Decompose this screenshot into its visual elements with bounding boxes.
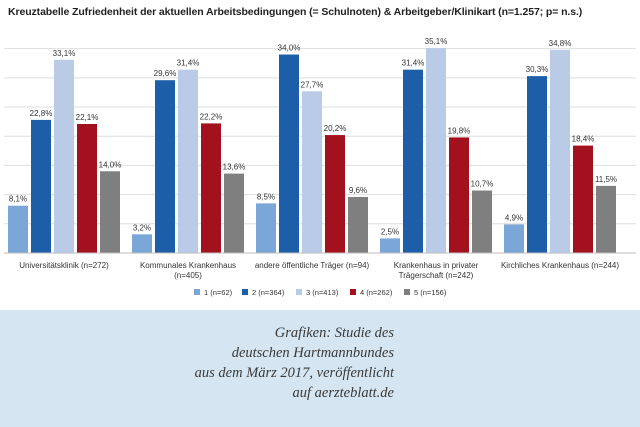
bar [279,54,299,253]
bar [449,137,469,253]
category-label: Kirchliches Krankenhaus (n=244) [501,261,619,270]
legend-swatch [296,289,302,295]
legend-swatch [350,289,356,295]
bar [403,69,423,253]
bar [573,145,593,253]
bar [100,171,120,253]
bar [155,80,175,253]
bar [504,224,524,253]
data-label: 34,0% [278,44,301,53]
data-label: 34,8% [549,39,572,48]
bar [472,190,492,253]
bar [77,123,97,253]
data-label: 31,4% [402,59,425,68]
bar [348,196,368,253]
legend-label: 2 (n=364) [252,288,285,297]
bar [178,69,198,253]
legend-label: 5 (n=156) [414,288,447,297]
data-label: 11,5% [595,175,617,184]
data-label: 8,1% [9,195,27,204]
caption-line: aus dem März 2017, veröffentlicht [194,365,394,381]
data-label: 22,8% [30,109,53,118]
category-label: Trägerschaft (n=242) [399,271,474,280]
data-label: 13,6% [223,163,246,172]
bar [302,91,322,253]
caption: Grafiken: Studie des deutschen Hartmannb… [195,323,394,403]
bar [596,185,616,253]
legend-label: 1 (n=62) [204,288,233,297]
data-label: 18,4% [572,135,595,144]
data-label: 9,6% [349,186,367,195]
data-label: 22,1% [76,113,99,122]
data-label: 3,2% [133,223,151,232]
data-label: 33,1% [53,49,76,58]
data-label: 14,0% [99,160,122,169]
legend-swatch [242,289,248,295]
caption-line: deutschen Hartmannbundes [231,345,394,361]
data-label: 20,2% [324,124,347,133]
data-label: 4,9% [505,213,523,222]
caption-line: auf aerzteblatt.de [292,385,395,401]
legend-swatch [194,289,200,295]
data-label: 30,3% [526,65,549,74]
category-label: Krankenhaus in privater [394,261,479,270]
bar [550,49,570,253]
bar [380,238,400,253]
legend-label: 4 (n=262) [360,288,393,297]
bar [426,48,446,254]
chart-title: Kreuztabelle Zufriedenheit der aktuellen… [8,6,583,18]
legend-swatch [404,289,410,295]
caption-line: Grafiken: Studie des [274,325,394,341]
bar [132,234,152,253]
bar [201,123,221,254]
bar [527,76,547,253]
bar [256,203,276,253]
bar [54,59,74,254]
data-label: 10,7% [471,180,494,189]
bar [8,205,28,253]
data-label: 19,8% [448,126,471,135]
data-label: 22,2% [200,112,223,121]
bar-chart: 8,1% 22,8% 33,1% 22,1% 14,0% Universitätsklin… [4,37,636,297]
data-label: 8,5% [257,192,275,201]
bar [224,173,244,253]
data-label: 27,7% [301,80,324,89]
category-label: andere öffentliche Träger (n=94) [255,261,370,270]
data-label: 31,4% [177,59,200,68]
legend-label: 3 (n=413) [306,288,339,297]
bar [31,119,51,253]
category-label: (n=405) [174,271,202,280]
bar [325,135,345,253]
data-label: 2,5% [381,227,399,236]
category-label: Kommunales Krankenhaus [140,261,236,270]
category-label: Universitätsklinik (n=272) [19,261,109,270]
chart-panel: Kreuztabelle Zufriedenheit der aktuellen… [0,0,640,310]
data-label: 29,6% [154,69,177,78]
data-label: 35,1% [425,37,448,46]
